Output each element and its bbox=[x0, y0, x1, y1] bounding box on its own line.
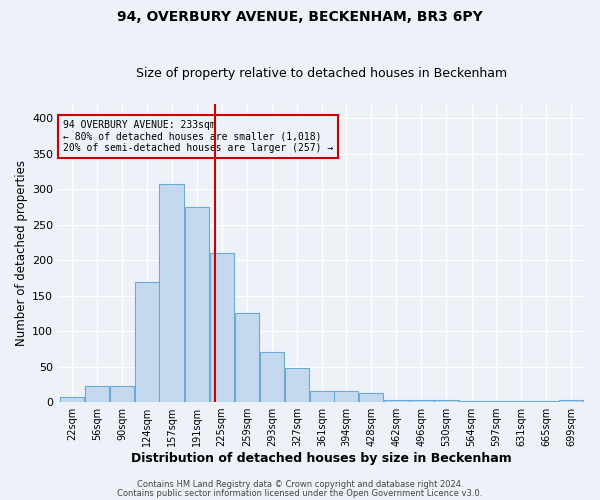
Bar bbox=[209, 253, 234, 402]
Bar bbox=[285, 368, 309, 402]
Bar bbox=[409, 400, 434, 402]
Bar bbox=[334, 392, 358, 402]
X-axis label: Distribution of detached houses by size in Beckenham: Distribution of detached houses by size … bbox=[131, 452, 512, 465]
Title: Size of property relative to detached houses in Beckenham: Size of property relative to detached ho… bbox=[136, 66, 507, 80]
Bar bbox=[110, 386, 134, 402]
Text: 94, OVERBURY AVENUE, BECKENHAM, BR3 6PY: 94, OVERBURY AVENUE, BECKENHAM, BR3 6PY bbox=[117, 10, 483, 24]
Bar bbox=[235, 314, 259, 402]
Bar bbox=[85, 386, 109, 402]
Text: 94 OVERBURY AVENUE: 233sqm
← 80% of detached houses are smaller (1,018)
20% of s: 94 OVERBURY AVENUE: 233sqm ← 80% of deta… bbox=[62, 120, 333, 153]
Bar bbox=[260, 352, 284, 402]
Bar bbox=[185, 207, 209, 402]
Bar bbox=[310, 392, 334, 402]
Bar bbox=[160, 184, 184, 402]
Text: Contains HM Land Registry data © Crown copyright and database right 2024.: Contains HM Land Registry data © Crown c… bbox=[137, 480, 463, 489]
Bar bbox=[460, 400, 484, 402]
Bar bbox=[359, 393, 383, 402]
Y-axis label: Number of detached properties: Number of detached properties bbox=[15, 160, 28, 346]
Text: Contains public sector information licensed under the Open Government Licence v3: Contains public sector information licen… bbox=[118, 488, 482, 498]
Bar bbox=[434, 400, 458, 402]
Bar bbox=[384, 400, 409, 402]
Bar bbox=[559, 400, 583, 402]
Bar bbox=[60, 397, 85, 402]
Bar bbox=[135, 282, 160, 402]
